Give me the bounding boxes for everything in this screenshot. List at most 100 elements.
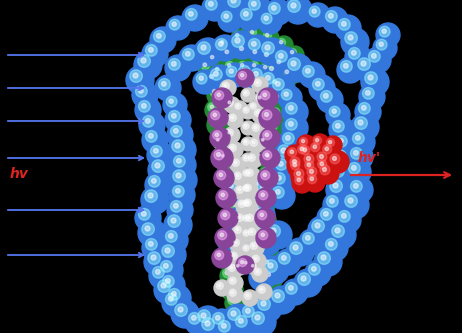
Circle shape (161, 283, 166, 288)
Circle shape (363, 88, 374, 99)
Circle shape (158, 241, 186, 269)
Circle shape (250, 263, 256, 269)
Circle shape (182, 49, 194, 60)
Circle shape (215, 228, 235, 248)
Circle shape (270, 169, 296, 195)
Circle shape (148, 193, 153, 198)
Circle shape (261, 139, 264, 141)
Circle shape (326, 103, 350, 127)
Circle shape (227, 64, 231, 67)
Circle shape (217, 253, 220, 257)
Circle shape (268, 3, 280, 14)
Circle shape (244, 246, 247, 249)
Circle shape (250, 230, 253, 233)
Circle shape (236, 214, 243, 221)
Circle shape (126, 66, 154, 94)
Circle shape (252, 255, 259, 262)
Circle shape (242, 197, 258, 213)
Circle shape (376, 39, 387, 50)
Circle shape (221, 323, 226, 328)
Circle shape (244, 125, 247, 127)
Circle shape (265, 138, 274, 147)
Circle shape (314, 149, 336, 171)
Circle shape (254, 79, 261, 86)
Circle shape (262, 152, 272, 162)
Circle shape (210, 117, 220, 127)
Circle shape (255, 229, 281, 255)
Circle shape (255, 271, 260, 276)
Circle shape (214, 150, 224, 160)
Circle shape (165, 55, 191, 81)
Circle shape (238, 66, 250, 77)
Circle shape (259, 149, 281, 171)
Circle shape (141, 104, 146, 108)
Circle shape (231, 291, 234, 294)
Circle shape (221, 161, 230, 170)
Circle shape (234, 184, 250, 200)
Circle shape (162, 227, 188, 253)
Circle shape (250, 31, 254, 34)
Circle shape (273, 110, 277, 114)
Circle shape (352, 51, 356, 55)
Circle shape (328, 14, 333, 18)
Circle shape (246, 201, 249, 204)
Circle shape (261, 244, 266, 248)
Circle shape (236, 69, 254, 87)
Circle shape (248, 261, 262, 275)
Circle shape (235, 238, 247, 250)
Circle shape (226, 262, 242, 278)
Circle shape (294, 169, 304, 179)
Circle shape (230, 227, 240, 237)
Circle shape (253, 64, 256, 67)
Circle shape (252, 77, 268, 93)
Circle shape (275, 249, 301, 275)
Circle shape (165, 230, 177, 242)
Circle shape (243, 230, 249, 236)
Circle shape (160, 260, 172, 272)
Circle shape (238, 258, 247, 266)
Circle shape (244, 167, 260, 183)
Circle shape (146, 45, 157, 56)
Circle shape (185, 309, 211, 333)
Circle shape (186, 52, 190, 56)
Circle shape (263, 31, 272, 40)
Circle shape (231, 116, 234, 119)
Circle shape (267, 122, 277, 132)
Circle shape (231, 29, 249, 47)
Circle shape (302, 140, 305, 143)
Circle shape (246, 236, 264, 254)
Circle shape (260, 288, 263, 291)
Circle shape (263, 151, 272, 160)
Circle shape (251, 2, 256, 6)
Circle shape (376, 23, 400, 47)
Circle shape (279, 162, 283, 166)
Circle shape (241, 260, 244, 264)
Circle shape (323, 211, 328, 216)
Circle shape (221, 155, 224, 157)
Circle shape (228, 31, 256, 59)
Circle shape (327, 195, 338, 207)
Circle shape (251, 42, 256, 46)
Circle shape (355, 136, 360, 140)
Circle shape (317, 87, 343, 113)
Circle shape (212, 35, 238, 61)
Circle shape (235, 38, 240, 43)
Circle shape (258, 168, 278, 188)
Circle shape (256, 94, 263, 101)
Circle shape (186, 9, 197, 20)
Circle shape (201, 45, 206, 50)
Circle shape (219, 173, 223, 176)
Circle shape (225, 271, 229, 275)
Circle shape (171, 62, 176, 66)
Circle shape (173, 170, 185, 182)
Circle shape (227, 275, 243, 291)
Circle shape (156, 269, 160, 274)
Circle shape (298, 143, 318, 163)
Circle shape (328, 241, 333, 246)
Circle shape (297, 171, 300, 175)
Circle shape (316, 139, 319, 142)
Circle shape (241, 198, 255, 212)
Circle shape (221, 193, 225, 196)
Circle shape (268, 225, 280, 237)
Circle shape (241, 213, 255, 227)
